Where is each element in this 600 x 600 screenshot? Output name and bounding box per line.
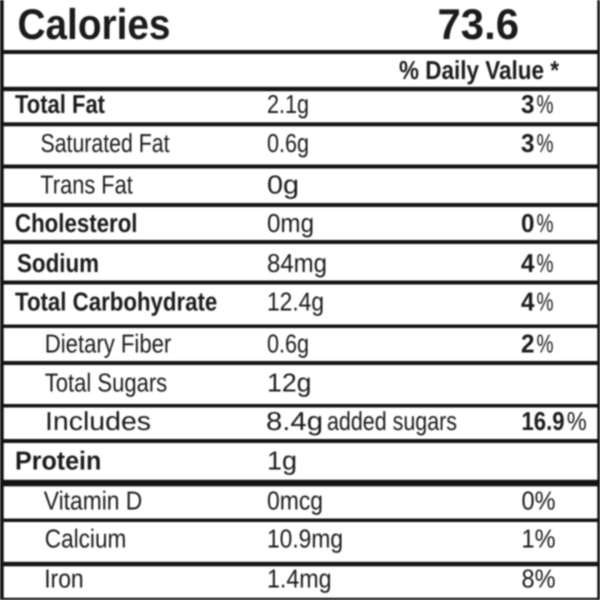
svg-text:1%: 1% [522, 524, 556, 554]
svg-text:10.9mg: 10.9mg [267, 524, 343, 554]
svg-text:%: % [537, 286, 554, 316]
svg-text:Iron: Iron [44, 564, 83, 594]
svg-text:0mcg: 0mcg [267, 485, 323, 515]
svg-text:Protein: Protein [15, 446, 101, 476]
svg-text:%: % [537, 329, 554, 359]
svg-text:8.4g: 8.4g [266, 406, 323, 436]
svg-text:Calcium: Calcium [45, 524, 127, 554]
svg-text:added sugars: added sugars [327, 406, 457, 436]
svg-text:4: 4 [521, 248, 535, 278]
svg-text:Total Fat: Total Fat [15, 89, 105, 119]
svg-text:1g: 1g [267, 446, 297, 476]
svg-text:3: 3 [521, 128, 535, 158]
svg-text:1.4mg: 1.4mg [267, 564, 332, 594]
svg-text:73.6: 73.6 [438, 1, 520, 49]
svg-text:Includes: Includes [45, 406, 151, 436]
svg-text:2: 2 [521, 329, 535, 359]
svg-text:12g: 12g [267, 368, 312, 398]
svg-text:2.1g: 2.1g [267, 89, 309, 119]
svg-text:Total Carbohydrate: Total Carbohydrate [15, 286, 217, 316]
svg-text:8%: 8% [522, 564, 556, 594]
svg-text:Dietary Fiber: Dietary Fiber [45, 329, 172, 359]
svg-text:16.9: 16.9 [522, 406, 565, 436]
svg-text:0%: 0% [522, 485, 556, 515]
svg-text:84mg: 84mg [267, 248, 327, 278]
svg-text:%: % [537, 248, 554, 278]
svg-text:Vitamin D: Vitamin D [44, 485, 143, 515]
svg-text:Total Sugars: Total Sugars [45, 368, 167, 398]
svg-text:Calories: Calories [18, 1, 171, 49]
svg-text:%: % [537, 208, 554, 238]
svg-text:%: % [537, 89, 554, 119]
svg-text:0.6g: 0.6g [267, 329, 309, 359]
svg-text:% Daily Value *: % Daily Value * [399, 55, 560, 85]
svg-text:Saturated Fat: Saturated Fat [41, 128, 171, 158]
svg-text:3: 3 [521, 89, 535, 119]
svg-text:12.4g: 12.4g [267, 286, 324, 316]
svg-text:0: 0 [521, 208, 535, 238]
svg-text:%: % [537, 128, 554, 158]
svg-text:Sodium: Sodium [17, 248, 99, 278]
svg-text:4: 4 [521, 286, 535, 316]
svg-text:Trans Fat: Trans Fat [40, 170, 133, 200]
svg-text:Cholesterol: Cholesterol [15, 208, 138, 238]
svg-text:0mg: 0mg [267, 208, 314, 238]
svg-text:%: % [567, 406, 587, 436]
svg-text:0.6g: 0.6g [267, 128, 309, 158]
svg-text:0g: 0g [267, 170, 299, 200]
